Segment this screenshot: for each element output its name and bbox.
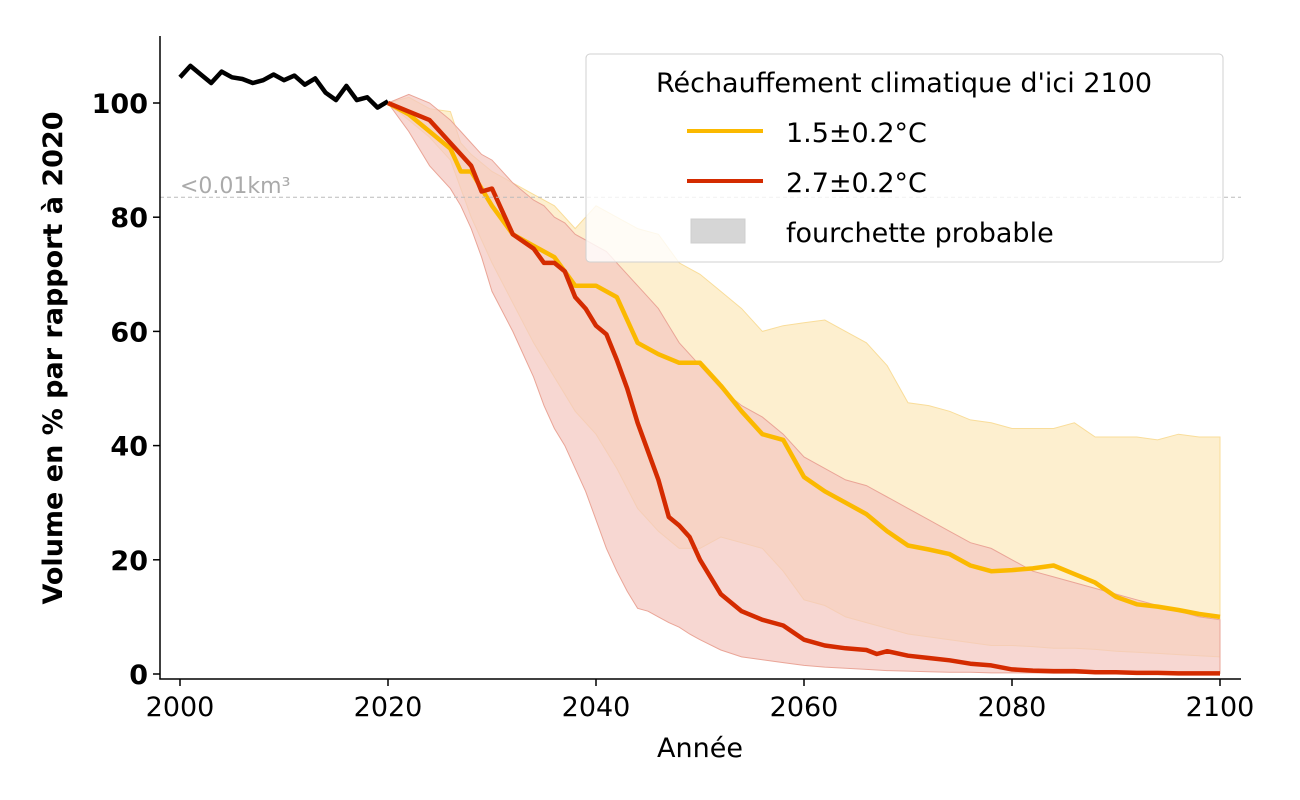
x-axis-label: Année [657, 733, 743, 764]
x-tick-label: 2000 [146, 692, 215, 723]
legend-label-range: fourchette probable [786, 218, 1054, 249]
x-ticks: 2000 2020 2040 2060 2080 2100 [146, 679, 1255, 723]
x-tick-label: 2020 [354, 692, 423, 723]
x-tick-label: 2060 [770, 692, 839, 723]
x-tick-label: 2100 [1186, 692, 1255, 723]
x-tick-label: 2040 [562, 692, 631, 723]
y-tick-label: 80 [110, 203, 148, 234]
line-observé [178, 63, 390, 110]
annotation-text: <0.01km³ [180, 174, 290, 199]
y-tick-label: 60 [110, 317, 148, 348]
y-tick-label: 40 [110, 432, 148, 463]
legend-title: Réchauffement climatique d'ici 2100 [656, 68, 1152, 99]
series-lines [178, 63, 1221, 676]
x-tick-label: 2080 [978, 692, 1047, 723]
y-tick-label: 20 [110, 546, 148, 577]
band-2.7±0.2°C [387, 93, 1221, 674]
y-ticks: 0 20 40 60 80 100 [92, 89, 160, 691]
legend-frame [585, 53, 1224, 263]
legend: Réchauffement climatique d'ici 2100 1.5±… [585, 53, 1224, 263]
y-tick-label: 100 [92, 89, 148, 120]
y-axis-label: Volume en % par rapport à 2020 [38, 111, 69, 604]
legend-label-1-5: 1.5±0.2°C [786, 118, 927, 149]
line-2.7±0.2°C [387, 100, 1220, 676]
legend-label-2-7: 2.7±0.2°C [786, 168, 927, 199]
y-tick-label: 0 [129, 660, 148, 691]
legend-swatch-range [690, 218, 746, 244]
